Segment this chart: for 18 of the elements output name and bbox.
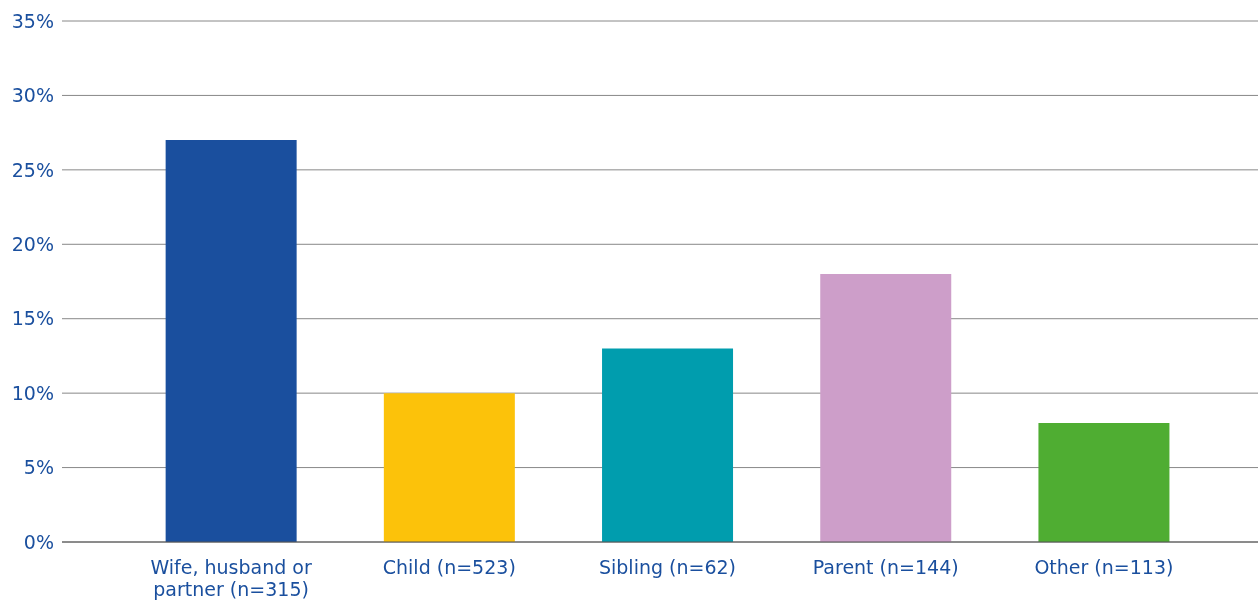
x-tick-label: Child (n=523)	[382, 556, 516, 578]
x-tick-label: Wife, husband or partner (n=315)	[150, 556, 312, 600]
bar	[820, 274, 952, 542]
y-tick-label: 35%	[11, 9, 54, 32]
y-tick-label: 25%	[11, 158, 54, 181]
x-tick-label: Other (n=113)	[1034, 556, 1174, 578]
y-tick-label: 0%	[23, 530, 54, 553]
bar	[602, 348, 734, 542]
bar	[165, 140, 297, 542]
y-tick-label: 15%	[11, 307, 54, 330]
y-tick-label: 30%	[11, 84, 54, 107]
bar	[383, 393, 515, 542]
y-tick-label: 10%	[11, 381, 54, 404]
y-tick-label: 5%	[23, 456, 54, 479]
y-tick-label: 20%	[11, 233, 54, 256]
bar	[1038, 422, 1170, 542]
x-tick-label: Sibling (n=62)	[598, 556, 737, 578]
x-tick-label: Parent (n=144)	[812, 556, 959, 578]
